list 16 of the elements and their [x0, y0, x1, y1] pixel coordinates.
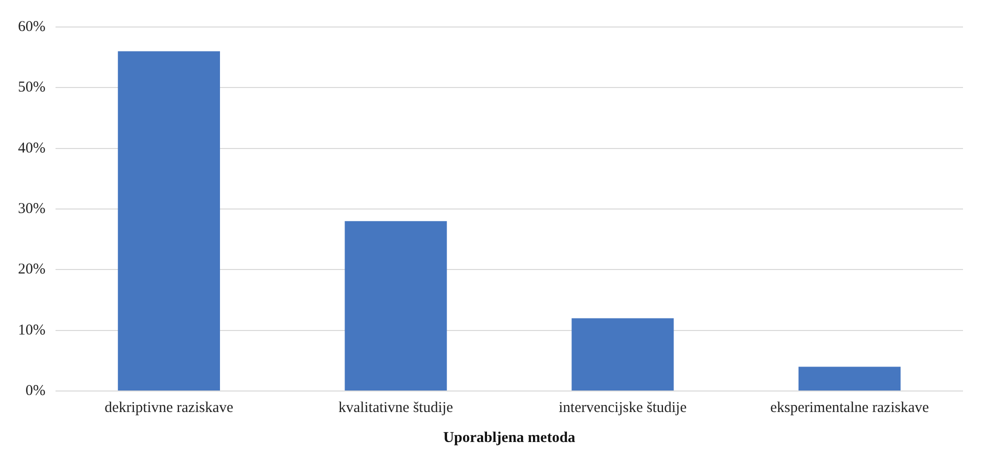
bar: [798, 366, 901, 390]
bar: [572, 318, 674, 390]
y-tick-label: 50%: [18, 80, 46, 96]
x-tick-label: kvalitativne študije: [338, 400, 454, 416]
x-tick-label: eksperimentalne raziskave: [770, 400, 930, 416]
y-tick-label: 0%: [25, 382, 46, 399]
bar: [118, 51, 220, 390]
x-tick-label: intervencijske študije: [558, 400, 687, 416]
y-tick-label: 10%: [18, 322, 46, 338]
y-tick-label: 30%: [18, 200, 46, 217]
x-axis-title: Uporabljena metoda: [443, 430, 576, 446]
y-tick-label: 60%: [18, 18, 46, 35]
y-tick-label: 20%: [18, 262, 46, 278]
y-tick-label: 40%: [18, 140, 46, 156]
x-tick-label: dekriptivne raziskave: [104, 400, 234, 416]
bar: [344, 221, 447, 390]
